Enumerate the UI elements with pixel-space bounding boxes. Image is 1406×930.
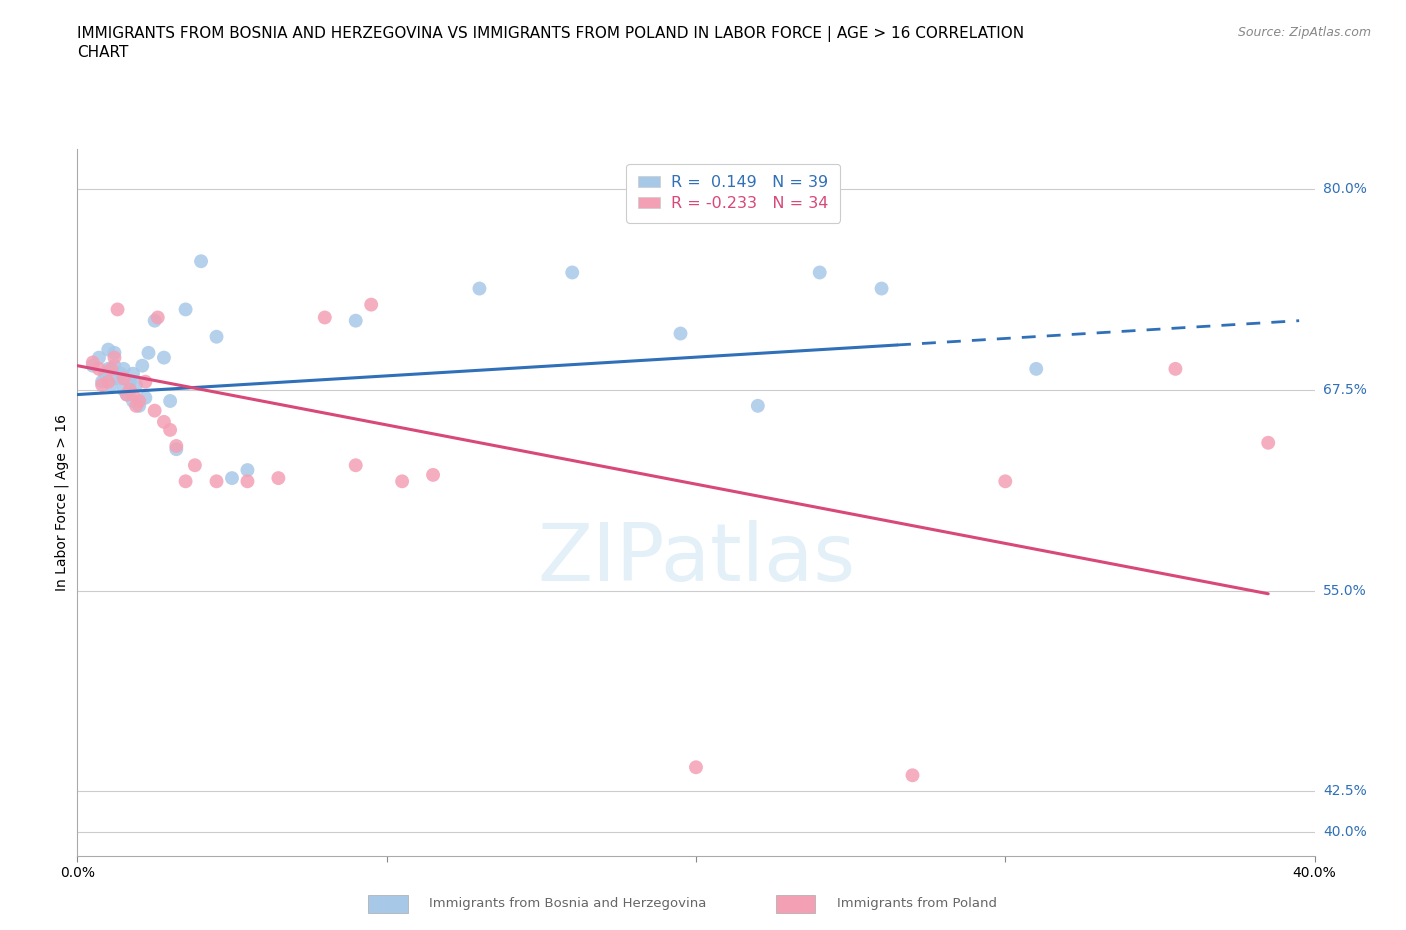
Point xyxy=(118,374,141,389)
Point xyxy=(314,310,336,325)
Point xyxy=(267,471,290,485)
Point xyxy=(344,313,367,328)
Point xyxy=(125,378,148,392)
Point xyxy=(221,471,243,485)
Point xyxy=(107,371,129,386)
Text: 67.5%: 67.5% xyxy=(1323,383,1367,397)
Point xyxy=(190,254,212,269)
Point xyxy=(344,458,367,472)
Point xyxy=(112,362,135,377)
Point xyxy=(87,362,110,377)
Point xyxy=(112,371,135,386)
Point xyxy=(128,393,150,408)
Point xyxy=(422,468,444,483)
Point xyxy=(174,302,197,317)
Point xyxy=(91,374,114,389)
Text: CHART: CHART xyxy=(77,45,129,60)
Text: Immigrants from Bosnia and Herzegovina: Immigrants from Bosnia and Herzegovina xyxy=(429,897,706,910)
Point xyxy=(134,374,156,389)
Point xyxy=(134,391,156,405)
Point xyxy=(685,760,707,775)
Point xyxy=(468,281,491,296)
Point xyxy=(669,326,692,341)
Point xyxy=(994,474,1017,489)
Point xyxy=(94,366,117,381)
Point xyxy=(138,345,160,360)
Point xyxy=(1025,362,1047,377)
Point xyxy=(236,474,259,489)
Point xyxy=(82,355,104,370)
Point xyxy=(143,404,166,418)
Point xyxy=(125,398,148,413)
Text: 42.5%: 42.5% xyxy=(1323,784,1367,798)
Point xyxy=(159,393,181,408)
Point xyxy=(103,358,125,373)
Point xyxy=(174,474,197,489)
Point xyxy=(100,378,122,392)
Point xyxy=(165,442,187,457)
Point xyxy=(153,415,176,430)
Text: IMMIGRANTS FROM BOSNIA AND HERZEGOVINA VS IMMIGRANTS FROM POLAND IN LABOR FORCE : IMMIGRANTS FROM BOSNIA AND HERZEGOVINA V… xyxy=(77,26,1025,42)
Point xyxy=(100,362,122,377)
Point xyxy=(391,474,413,489)
Point xyxy=(165,439,187,454)
Point xyxy=(561,265,583,280)
Point xyxy=(97,342,120,357)
Point xyxy=(128,398,150,413)
Point xyxy=(159,422,181,437)
Point xyxy=(1164,362,1187,377)
Point xyxy=(115,387,138,402)
Point xyxy=(205,474,228,489)
Legend: R =  0.149   N = 39, R = -0.233   N = 34: R = 0.149 N = 39, R = -0.233 N = 34 xyxy=(627,164,839,222)
Point xyxy=(118,382,141,397)
Point xyxy=(87,351,110,365)
Point xyxy=(82,358,104,373)
Point xyxy=(122,387,145,402)
Point xyxy=(97,362,120,377)
Point xyxy=(236,462,259,477)
Point xyxy=(112,382,135,397)
Point xyxy=(103,345,125,360)
Text: ZIPatlas: ZIPatlas xyxy=(537,520,855,598)
Point xyxy=(122,366,145,381)
Point xyxy=(131,358,153,373)
Point xyxy=(143,313,166,328)
Point xyxy=(360,298,382,312)
Y-axis label: In Labor Force | Age > 16: In Labor Force | Age > 16 xyxy=(55,414,69,591)
Point xyxy=(808,265,831,280)
Text: 80.0%: 80.0% xyxy=(1323,182,1367,196)
Point xyxy=(184,458,207,472)
Text: Immigrants from Poland: Immigrants from Poland xyxy=(837,897,997,910)
Point xyxy=(205,329,228,344)
Point xyxy=(901,768,924,783)
Point xyxy=(91,378,114,392)
Point xyxy=(107,302,129,317)
Point xyxy=(97,374,120,389)
Point xyxy=(146,310,169,325)
Text: 40.0%: 40.0% xyxy=(1323,825,1367,839)
Point xyxy=(747,398,769,413)
Text: Source: ZipAtlas.com: Source: ZipAtlas.com xyxy=(1237,26,1371,39)
Point xyxy=(115,387,138,402)
Point xyxy=(103,351,125,365)
Point xyxy=(1257,435,1279,450)
Point xyxy=(870,281,893,296)
Point xyxy=(110,366,132,381)
Point xyxy=(153,351,176,365)
Point xyxy=(122,393,145,408)
Text: 55.0%: 55.0% xyxy=(1323,583,1367,598)
